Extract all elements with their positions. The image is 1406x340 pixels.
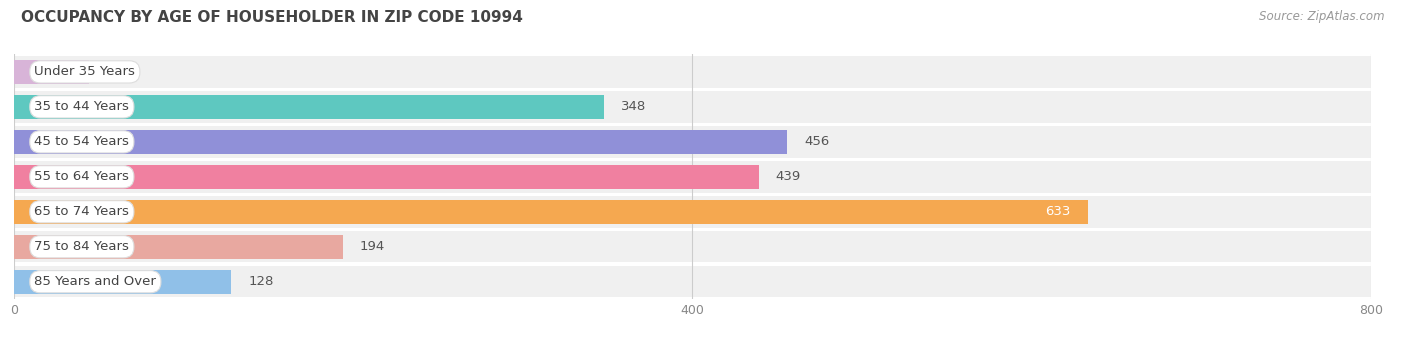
- Text: 55 to 64 Years: 55 to 64 Years: [34, 170, 129, 183]
- Bar: [14, 60, 89, 84]
- Text: Under 35 Years: Under 35 Years: [34, 65, 135, 79]
- Bar: [14, 200, 1088, 224]
- Text: 85 Years and Over: 85 Years and Over: [34, 275, 156, 288]
- Text: OCCUPANCY BY AGE OF HOUSEHOLDER IN ZIP CODE 10994: OCCUPANCY BY AGE OF HOUSEHOLDER IN ZIP C…: [21, 10, 523, 25]
- Bar: [14, 56, 1371, 88]
- Bar: [14, 126, 1371, 157]
- Bar: [14, 196, 1371, 227]
- Bar: [14, 161, 1371, 192]
- Bar: [14, 165, 759, 189]
- Text: 633: 633: [1045, 205, 1070, 218]
- Bar: [14, 235, 343, 259]
- Bar: [14, 266, 1371, 298]
- Text: 35 to 44 Years: 35 to 44 Years: [34, 100, 129, 113]
- Text: 456: 456: [804, 135, 830, 148]
- Text: Source: ZipAtlas.com: Source: ZipAtlas.com: [1260, 10, 1385, 23]
- Bar: [14, 130, 787, 154]
- Text: 194: 194: [360, 240, 385, 253]
- Bar: [14, 95, 605, 119]
- Bar: [14, 91, 1371, 123]
- Text: 128: 128: [247, 275, 274, 288]
- Text: 75 to 84 Years: 75 to 84 Years: [34, 240, 129, 253]
- Text: 45 to 54 Years: 45 to 54 Years: [34, 135, 129, 148]
- Text: 44: 44: [105, 65, 122, 79]
- Bar: [14, 231, 1371, 262]
- Bar: [14, 270, 231, 294]
- Text: 439: 439: [776, 170, 801, 183]
- Text: 348: 348: [621, 100, 647, 113]
- Text: 65 to 74 Years: 65 to 74 Years: [34, 205, 129, 218]
